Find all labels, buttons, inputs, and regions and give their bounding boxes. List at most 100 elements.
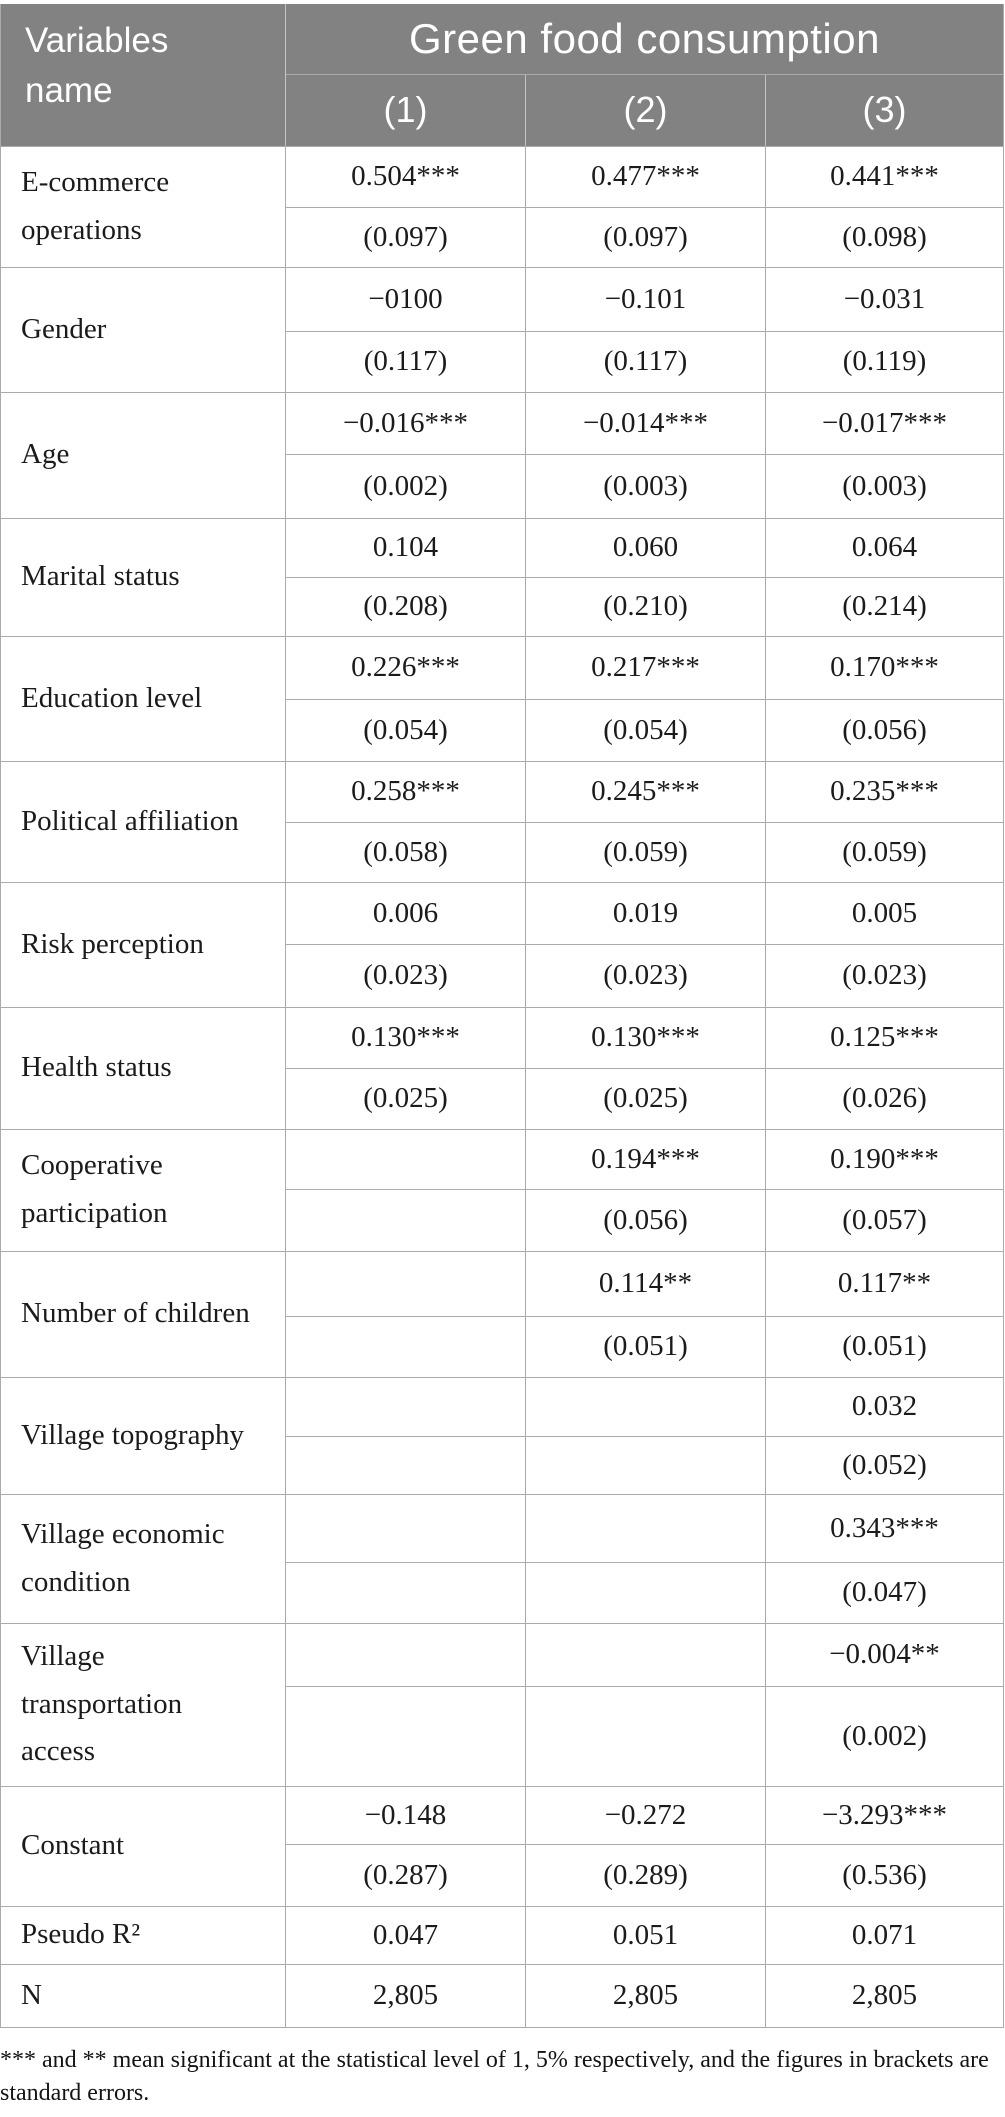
se-cell: (0.210)	[525, 576, 766, 637]
coef-cell: 0.125***	[765, 1006, 1004, 1069]
se-cell: (0.002)	[765, 1685, 1004, 1787]
stat-value-cell: 2,805	[525, 1963, 766, 2028]
coef-cell: −0.101	[525, 266, 766, 332]
header-model-3: (3)	[765, 74, 1004, 147]
se-cell: (0.051)	[765, 1315, 1004, 1378]
se-cell	[285, 1315, 526, 1378]
variable-name-cell: E-commerce operations	[0, 145, 286, 268]
table-row: (0.054) (0.054) (0.056)	[1, 698, 1004, 762]
coef-cell	[285, 1250, 526, 1317]
se-cell: (0.051)	[525, 1315, 766, 1378]
table-row: Cooperative participation 0.194*** 0.190…	[0, 1128, 1004, 1252]
stat-value-cell: 0.051	[525, 1905, 766, 1965]
se-cell: (0.054)	[525, 698, 766, 762]
variable-name-cell: Number of children	[0, 1250, 286, 1378]
table-row: Constant −0.148 −0.272 −3.293***	[0, 1785, 1004, 1907]
variable-name-cell: Age	[0, 391, 286, 519]
table-row: (0.002) (0.003) (0.003)	[1, 453, 1004, 519]
coef-cell: 0.258***	[285, 760, 526, 823]
stat-name-cell: N	[0, 1963, 286, 2028]
se-cell: (0.052)	[765, 1435, 1004, 1495]
table-row: Number of children 0.114** 0.117**	[0, 1250, 1004, 1378]
variable-name-cell: Gender	[0, 266, 286, 393]
coef-cell: 0.441***	[765, 145, 1004, 208]
table-header: Variables name Green food consumption (1…	[0, 4, 1004, 147]
coef-cell	[285, 1493, 526, 1563]
coef-cell: −0.272	[525, 1785, 766, 1845]
coef-cell: 0.104	[285, 517, 526, 578]
table-row: Age −0.016*** −0.014*** −0.017***	[0, 391, 1004, 519]
table-row: Health status 0.130*** 0.130*** 0.125***	[0, 1006, 1004, 1130]
coef-cell: 0.130***	[285, 1006, 526, 1069]
variable-name-cell: Health status	[0, 1006, 286, 1130]
se-cell: (0.056)	[525, 1188, 766, 1252]
coef-cell	[285, 1622, 526, 1687]
table-row: Village economic condition 0.343***	[0, 1493, 1004, 1624]
coef-cell	[525, 1622, 766, 1687]
header-span-title: Green food consumption	[285, 4, 1004, 75]
se-cell	[285, 1188, 526, 1252]
se-cell: (0.059)	[525, 821, 766, 883]
table-row: Village transportation access −0.004**	[0, 1622, 1004, 1787]
variable-name-cell: Village topography	[0, 1376, 286, 1495]
se-cell: (0.117)	[525, 330, 766, 393]
header-model-2: (2)	[525, 74, 766, 147]
se-cell: (0.026)	[765, 1067, 1004, 1130]
se-cell: (0.097)	[285, 206, 526, 268]
se-cell: (0.003)	[525, 453, 766, 519]
table-row: E-commerce operations 0.504*** 0.477*** …	[0, 145, 1004, 268]
coef-cell	[285, 1128, 526, 1190]
table-row: Marital status 0.104 0.060 0.064	[0, 517, 1004, 637]
se-cell: (0.058)	[285, 821, 526, 883]
table-row: (0.208) (0.210) (0.214)	[1, 576, 1004, 637]
variable-name-cell: Education level	[0, 635, 286, 762]
coef-cell	[285, 1376, 526, 1437]
coef-cell: 0.343***	[765, 1493, 1004, 1563]
table-row: (0.023) (0.023) (0.023)	[1, 943, 1004, 1008]
variable-name-cell: Marital status	[0, 517, 286, 637]
se-cell: (0.287)	[285, 1843, 526, 1907]
se-cell	[525, 1685, 766, 1787]
table-row: (0.097) (0.097) (0.098)	[1, 206, 1004, 268]
coef-cell: 0.117**	[765, 1250, 1004, 1317]
header-model-1: (1)	[285, 74, 526, 147]
coef-cell: 0.032	[765, 1376, 1004, 1437]
se-cell	[285, 1685, 526, 1787]
coef-cell: 0.217***	[525, 635, 766, 700]
variable-name-cell: Constant	[0, 1785, 286, 1907]
coef-cell: −0.031	[765, 266, 1004, 332]
se-cell	[285, 1435, 526, 1495]
coef-cell: 0.019	[525, 881, 766, 945]
variable-name-cell: Political affiliation	[0, 760, 286, 883]
coef-cell: 0.477***	[525, 145, 766, 208]
se-cell: (0.023)	[765, 943, 1004, 1008]
se-cell: (0.047)	[765, 1561, 1004, 1624]
table-row: (0.051) (0.051)	[1, 1315, 1004, 1378]
se-cell: (0.059)	[765, 821, 1004, 883]
header-variables-name: Variables name	[0, 4, 286, 147]
stat-row: N 2,805 2,805 2,805	[0, 1963, 1004, 2028]
coef-cell: 0.060	[525, 517, 766, 578]
table-row: Political affiliation 0.258*** 0.245*** …	[0, 760, 1004, 883]
se-cell: (0.057)	[765, 1188, 1004, 1252]
variable-name-cell: Risk perception	[0, 881, 286, 1008]
stat-row: Pseudo R² 0.047 0.051 0.071	[0, 1905, 1004, 1965]
se-cell: (0.056)	[765, 698, 1004, 762]
variable-name-cell: Cooperative participation	[0, 1128, 286, 1252]
coef-cell: 0.064	[765, 517, 1004, 578]
table-row: (0.287) (0.289) (0.536)	[1, 1843, 1004, 1907]
stat-value-cell: 2,805	[285, 1963, 526, 2028]
coef-cell: 0.504***	[285, 145, 526, 208]
se-cell: (0.536)	[765, 1843, 1004, 1907]
coef-cell: 0.170***	[765, 635, 1004, 700]
table-row: Risk perception 0.006 0.019 0.005	[0, 881, 1004, 1008]
coef-cell	[525, 1376, 766, 1437]
coef-cell: 0.226***	[285, 635, 526, 700]
coef-cell: 0.235***	[765, 760, 1004, 823]
se-cell	[525, 1435, 766, 1495]
se-cell: (0.208)	[285, 576, 526, 637]
se-cell: (0.119)	[765, 330, 1004, 393]
coef-cell: −3.293***	[765, 1785, 1004, 1845]
stat-value-cell: 0.071	[765, 1905, 1004, 1965]
se-cell: (0.054)	[285, 698, 526, 762]
